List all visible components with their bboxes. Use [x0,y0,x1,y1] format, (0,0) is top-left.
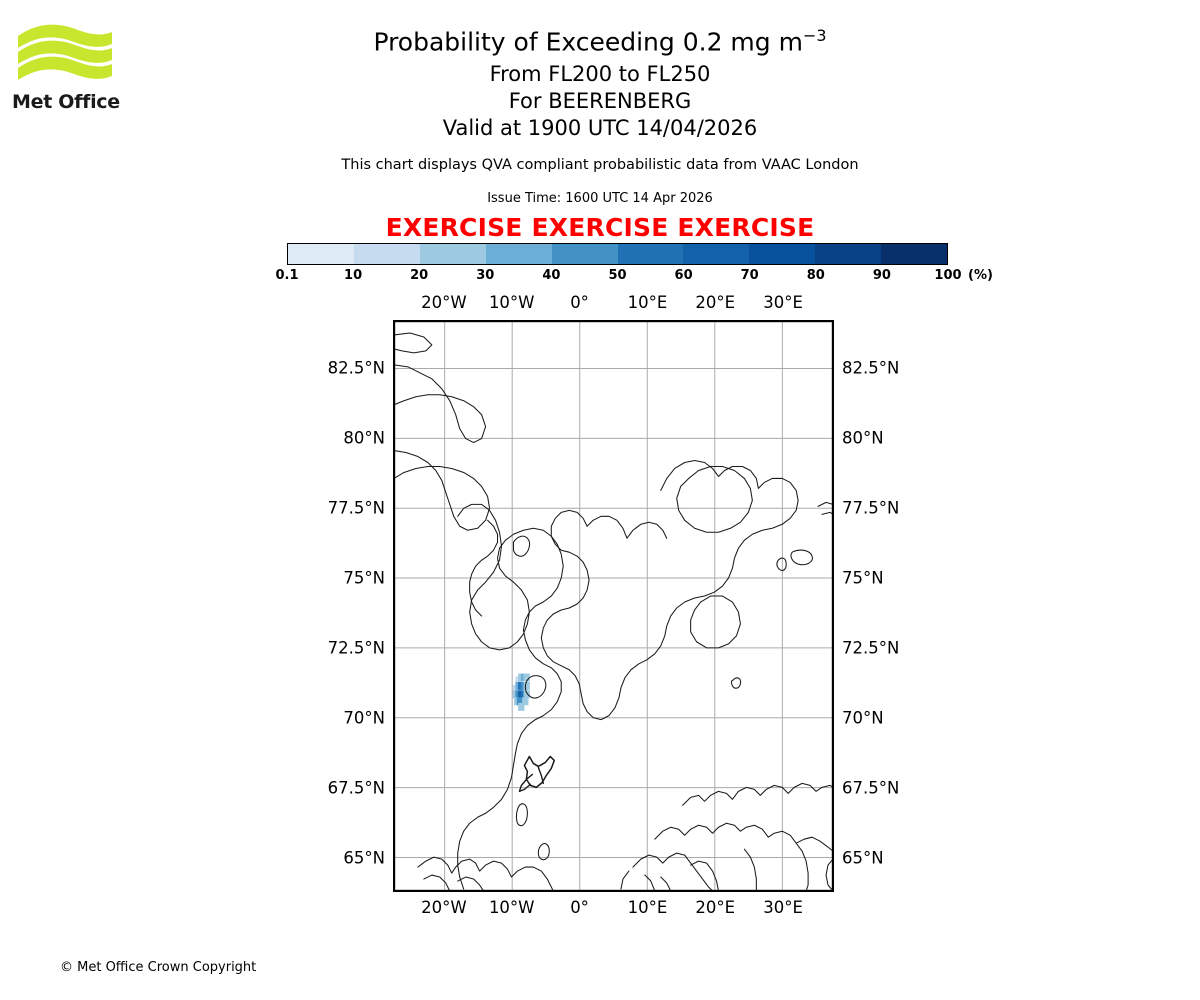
subtitle-valid-time: Valid at 1900 UTC 14/04/2026 [442,116,758,140]
lat-label-right-80°N: 80°N [842,428,884,448]
colorbar-segment-3 [485,244,552,264]
coastline-svalbard-islet-1 [776,557,787,571]
colorbar-segment-4 [551,244,618,264]
coastline-greenland-island-1 [512,535,531,557]
title-main-text: Probability of Exceeding 0.2 mg m [373,27,803,57]
colorbar-segment-9 [881,244,948,264]
colorbar-tick-labels: 0.1 10 20 30 40 50 60 70 80 90 100 [275,268,961,286]
met-office-logo-text: Met Office [12,91,120,113]
colorbar-segment-2 [419,244,486,264]
met-office-logo: Met Office [12,18,132,113]
lon-label-bottom-10°E: 10°E [627,898,668,917]
lat-label-left-77.5°N: 77.5°N [327,498,385,518]
issue-time-label: Issue Time: 1600 UTC 14 Apr 2026 [487,191,713,206]
coastline-greenland-island-4 [537,843,550,861]
coastline-iceland [417,856,554,891]
lat-label-left-65°N: 65°N [343,848,385,868]
colorbar-tick-10: 10 [344,268,363,283]
ash-cell-3 [523,673,530,682]
colorbar-tick-30: 30 [476,268,495,283]
colorbar-segment-5 [617,244,684,264]
lon-label-bottom-20°W: 20°W [421,898,467,917]
page-title: Probability of Exceeding 0.2 mg m−3 [0,26,1200,56]
coastline-greenland-island-2 [524,675,547,699]
subtitle-flight-levels: From FL200 to FL250 [489,62,711,86]
colorbar-tick-40: 40 [542,268,561,283]
lon-label-bottom-30°E: 30°E [763,898,803,917]
colorbar-segment-1 [353,244,420,264]
lat-label-right-82.5°N: 82.5°N [842,358,900,378]
colorbar-segment-7 [749,244,816,264]
map-border [394,321,833,891]
lat-label-right-77.5°N: 77.5°N [842,498,900,518]
coastline-jan-mayen-detail [518,766,545,793]
colorbar-tick-20: 20 [410,268,429,283]
graticule-grid [394,321,833,891]
colorbar-segment-0 [288,244,354,264]
coastline-greenland-island-3 [515,803,528,827]
coastline-svalbard-nordaustlandet [676,465,753,533]
colorbar-tick-0.1: 0.1 [275,268,299,283]
exercise-banner: EXERCISE EXERCISE EXERCISE [385,213,815,242]
lon-label-top-10°W: 10°W [488,293,535,312]
colorbar-segment-6 [683,244,750,264]
lat-label-right-65°N: 65°N [842,848,884,868]
ash-probability-layer [512,673,530,711]
copyright-footer: © Met Office Crown Copyright [60,960,257,975]
lat-label-right-75°N: 75°N [842,568,884,588]
qva-compliance-note: This chart displays QVA compliant probab… [341,157,859,173]
lon-label-bottom-20°E: 20°E [695,898,736,917]
coastline-bear-island [730,677,742,689]
coastlines [394,332,833,891]
lat-label-right-70°N: 70°N [842,708,884,728]
lat-label-left-67.5°N: 67.5°N [327,778,385,798]
lat-label-right-72.5°N: 72.5°N [842,638,900,658]
colorbar-tick-70: 70 [740,268,759,283]
colorbar-tick-80: 80 [806,268,825,283]
lon-label-top-20°W: 20°W [421,293,467,312]
probability-colorbar [287,243,948,265]
coastline-svalbard-spitsbergen [540,459,799,721]
coastline-svalbard-islet-2 [790,549,813,566]
colorbar-tick-100: 100 [934,268,962,283]
lon-label-top-0°: 0° [570,293,589,312]
map-canvas [394,321,833,891]
lat-label-left-72.5°N: 72.5°N [327,638,385,658]
lon-label-bottom-10°W: 10°W [488,898,535,917]
colorbar-segment-8 [815,244,882,264]
map-plot-area [393,320,834,892]
lat-label-left-75°N: 75°N [343,568,385,588]
coastline-norway-coastal-detail [620,870,672,891]
lat-label-left-80°N: 80°N [343,428,385,448]
colorbar-unit-label: (%) [968,268,993,283]
colorbar-tick-60: 60 [674,268,693,283]
lat-label-right-67.5°N: 67.5°N [842,778,900,798]
lat-label-left-70°N: 70°N [343,708,385,728]
coastline-jan-mayen [523,755,556,789]
coastline-svalbard-edgeoya [690,595,741,649]
ash-cell-13 [523,690,530,699]
met-office-wave-icon [18,24,112,80]
title-superscript: −3 [802,26,827,45]
coastline-norway [632,782,833,891]
lat-label-left-82.5°N: 82.5°N [327,358,385,378]
lon-label-top-30°E: 30°E [763,293,803,312]
lon-label-top-10°E: 10°E [627,293,668,312]
colorbar-tick-90: 90 [872,268,891,283]
lon-label-top-20°E: 20°E [695,293,736,312]
coastline-greenland [394,332,564,890]
ash-cell-8 [523,682,530,690]
ash-cell-18 [518,702,525,711]
ash-cell-17 [522,697,529,706]
subtitle-volcano: For BEERENBERG [508,89,692,113]
lon-label-bottom-0°: 0° [570,898,589,917]
coastline-greenland-fjords [469,519,499,617]
colorbar-tick-50: 50 [608,268,627,283]
